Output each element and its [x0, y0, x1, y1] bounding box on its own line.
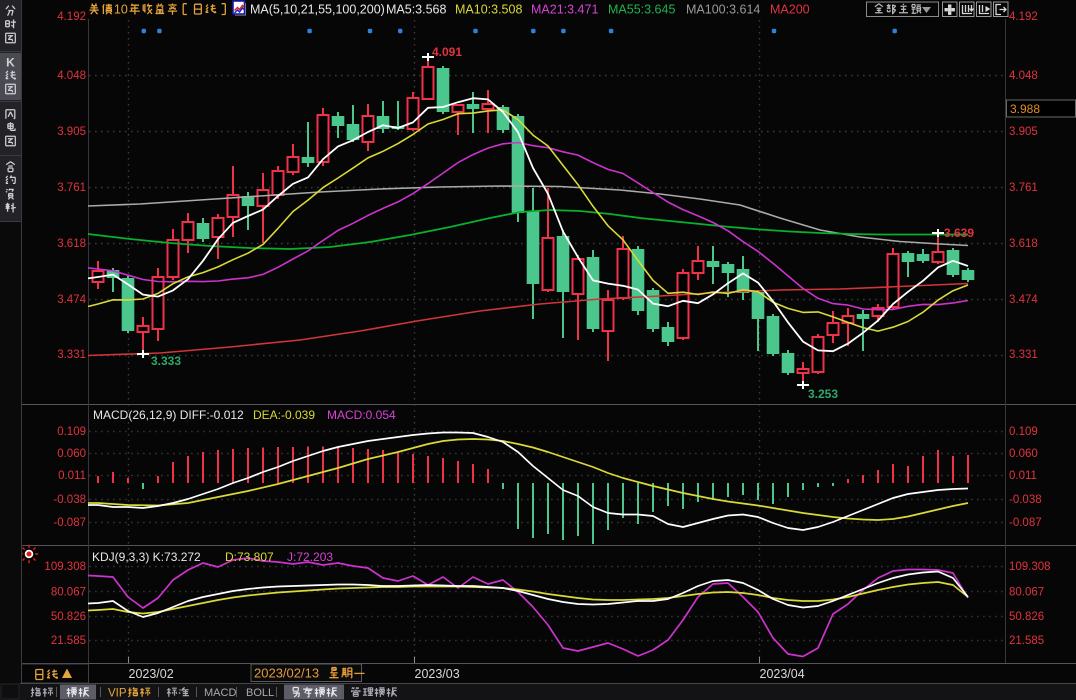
svg-text:3.905: 3.905 — [1009, 126, 1038, 138]
svg-text:-0.038: -0.038 — [53, 494, 86, 506]
svg-text:MA100:3.614: MA100:3.614 — [686, 3, 760, 17]
svg-text:VIP: VIP — [108, 688, 127, 700]
svg-text:0.109: 0.109 — [1009, 426, 1038, 438]
svg-text:2023/03: 2023/03 — [415, 667, 460, 681]
svg-text:-0.087: -0.087 — [1009, 517, 1042, 529]
svg-text:3.474: 3.474 — [1009, 294, 1038, 306]
svg-text:50.826: 50.826 — [51, 611, 86, 623]
svg-text:3.905: 3.905 — [57, 126, 86, 138]
svg-text:0.060: 0.060 — [57, 448, 86, 460]
svg-text:0.060: 0.060 — [1009, 448, 1038, 460]
svg-text:DEA:-0.039: DEA:-0.039 — [253, 408, 315, 422]
svg-text:0.109: 0.109 — [57, 426, 86, 438]
svg-text:2023/02: 2023/02 — [129, 667, 174, 681]
svg-text:MACD:0.054: MACD:0.054 — [327, 408, 396, 422]
svg-text:MACD: MACD — [204, 687, 236, 699]
svg-text:3.618: 3.618 — [1009, 238, 1038, 250]
svg-text:80.067: 80.067 — [51, 587, 86, 599]
svg-text:MA(5,10,21,55,100,200): MA(5,10,21,55,100,200) — [250, 3, 385, 17]
svg-text:0.011: 0.011 — [1009, 470, 1037, 482]
svg-text:MA21:3.471: MA21:3.471 — [531, 3, 598, 17]
svg-text:10: 10 — [114, 3, 128, 17]
svg-text:3.474: 3.474 — [57, 294, 86, 306]
svg-text:4.192: 4.192 — [57, 11, 86, 23]
svg-text:2023/02/13: 2023/02/13 — [254, 666, 319, 681]
svg-text:D:73.807: D:73.807 — [225, 550, 274, 564]
svg-text:4.048: 4.048 — [1009, 70, 1038, 82]
svg-text:3.253: 3.253 — [808, 387, 838, 401]
svg-text:109.308: 109.308 — [1009, 561, 1051, 573]
svg-text:3.618: 3.618 — [57, 238, 86, 250]
svg-text:3.761: 3.761 — [57, 182, 86, 194]
svg-text:MA5:3.568: MA5:3.568 — [386, 3, 447, 17]
svg-text:-0.087: -0.087 — [53, 517, 86, 529]
svg-text:4.048: 4.048 — [57, 70, 86, 82]
svg-text:4.091: 4.091 — [432, 45, 462, 59]
svg-text:3.331: 3.331 — [1009, 349, 1038, 361]
svg-text:BOLL: BOLL — [246, 687, 274, 699]
svg-text:21.585: 21.585 — [1009, 635, 1044, 647]
svg-text:MA55:3.645: MA55:3.645 — [608, 3, 675, 17]
svg-text:0.011: 0.011 — [58, 470, 86, 482]
svg-text:MA10:3.508: MA10:3.508 — [455, 3, 522, 17]
svg-text:KDJ(9,3,3) K:73.272: KDJ(9,3,3) K:73.272 — [92, 550, 201, 564]
svg-text:K: K — [6, 55, 15, 69]
svg-text:3.761: 3.761 — [1009, 182, 1038, 194]
svg-text:3.988: 3.988 — [1010, 102, 1040, 116]
svg-text:3.639: 3.639 — [944, 226, 974, 240]
svg-text:4.192: 4.192 — [1009, 11, 1038, 23]
svg-text:J:72.203: J:72.203 — [287, 550, 333, 564]
svg-text:80.067: 80.067 — [1009, 587, 1044, 599]
svg-text:50.826: 50.826 — [1009, 611, 1044, 623]
svg-text:2023/04: 2023/04 — [760, 667, 805, 681]
svg-text:-0.038: -0.038 — [1009, 494, 1042, 506]
svg-text:109.308: 109.308 — [44, 561, 86, 573]
svg-text:MA200: MA200 — [770, 3, 810, 17]
svg-text:3.333: 3.333 — [151, 354, 181, 368]
svg-text:3.331: 3.331 — [57, 349, 86, 361]
svg-text:MACD(26,12,9) DIFF:-0.012: MACD(26,12,9) DIFF:-0.012 — [93, 408, 244, 422]
svg-text:21.585: 21.585 — [51, 635, 86, 647]
